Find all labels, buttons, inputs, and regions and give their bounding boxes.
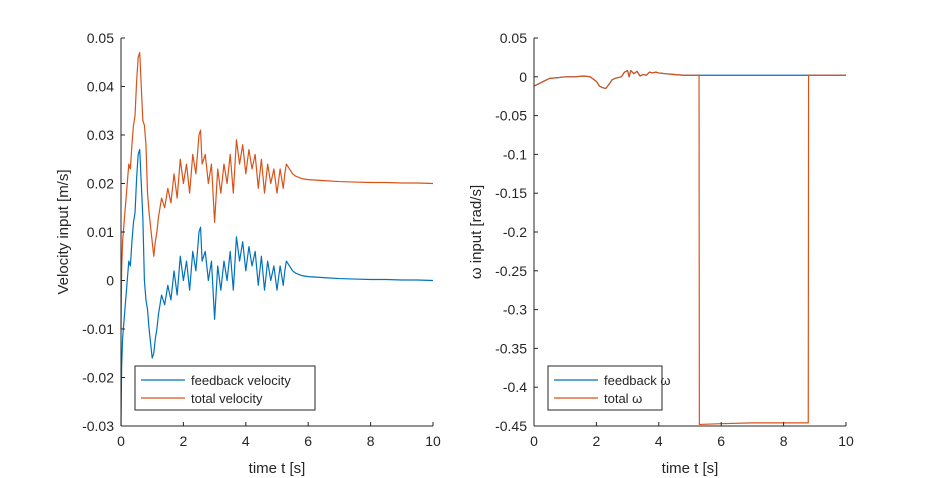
y-tick-label: 0.04 <box>87 79 114 95</box>
series-line-feedback <box>533 69 846 90</box>
x-tick-label: 6 <box>304 433 312 449</box>
x-tick-label: 2 <box>593 433 601 449</box>
x-tick-label: 8 <box>780 433 788 449</box>
legend: feedback ω total ω <box>547 365 671 411</box>
x-tick-label: 10 <box>425 433 441 449</box>
chart-right: 0 2 4 6 8 10 -0.45 -0.4 -0.35 -0.3 -0.25 -0.2 -0.15 -… <box>468 30 854 477</box>
y-tick-label: 0 <box>106 273 114 289</box>
y-tick-label: 0.05 <box>500 30 527 46</box>
y-tick-label: -0.01 <box>82 321 114 337</box>
y-tick-label: 0 <box>519 69 527 85</box>
y-tick-label: 0.02 <box>87 176 114 192</box>
y-tick-label: -0.15 <box>495 185 527 201</box>
x-axis-label: time t [s] <box>249 460 306 477</box>
y-tick-label: 0.05 <box>87 30 114 46</box>
x-tick-label: 8 <box>367 433 375 449</box>
y-tick-label: -0.25 <box>495 263 527 279</box>
series-line-total <box>120 51 434 330</box>
y-tick-label: -0.4 <box>503 379 527 395</box>
x-tick-label: 4 <box>655 433 663 449</box>
legend: feedback velocity total velocity <box>134 365 316 411</box>
y-tick-label: -0.2 <box>503 224 527 240</box>
y-axis-label: ω input [rad/s] <box>468 185 485 279</box>
legend-label: total ω <box>604 391 642 406</box>
chart-left: 0 2 4 6 8 10 -0.03 -0.02 -0.01 0 0.01 0.02 0.03 0.04 0… <box>55 30 441 477</box>
x-tick-label: 2 <box>180 433 188 449</box>
x-tick-label: 6 <box>717 433 725 449</box>
y-tick-label: -0.3 <box>503 302 527 318</box>
legend-box <box>547 365 663 411</box>
series-line-feedback <box>120 148 434 427</box>
x-axis-label: time t [s] <box>662 460 719 477</box>
x-tick-label: 4 <box>242 433 250 449</box>
y-tick-label: 0.03 <box>87 127 114 143</box>
x-tick-label: 10 <box>838 433 854 449</box>
y-tick-label: -0.03 <box>82 418 114 434</box>
legend-label: feedback velocity <box>191 373 291 388</box>
y-tick-label: -0.45 <box>495 418 527 434</box>
y-tick-label: -0.02 <box>82 370 114 386</box>
y-tick-label: 0.01 <box>87 224 114 240</box>
y-tick-label: -0.05 <box>495 108 527 124</box>
series-line-total <box>533 69 846 426</box>
y-axis-label: Velocity input [m/s] <box>55 169 72 294</box>
x-tick-label: 0 <box>117 433 125 449</box>
y-tick-label: -0.1 <box>503 146 527 162</box>
legend-label: total velocity <box>191 391 263 406</box>
legend-label: feedback ω <box>604 373 671 388</box>
x-tick-label: 0 <box>530 433 538 449</box>
legend-box <box>134 365 316 411</box>
y-tick-label: -0.35 <box>495 340 527 356</box>
